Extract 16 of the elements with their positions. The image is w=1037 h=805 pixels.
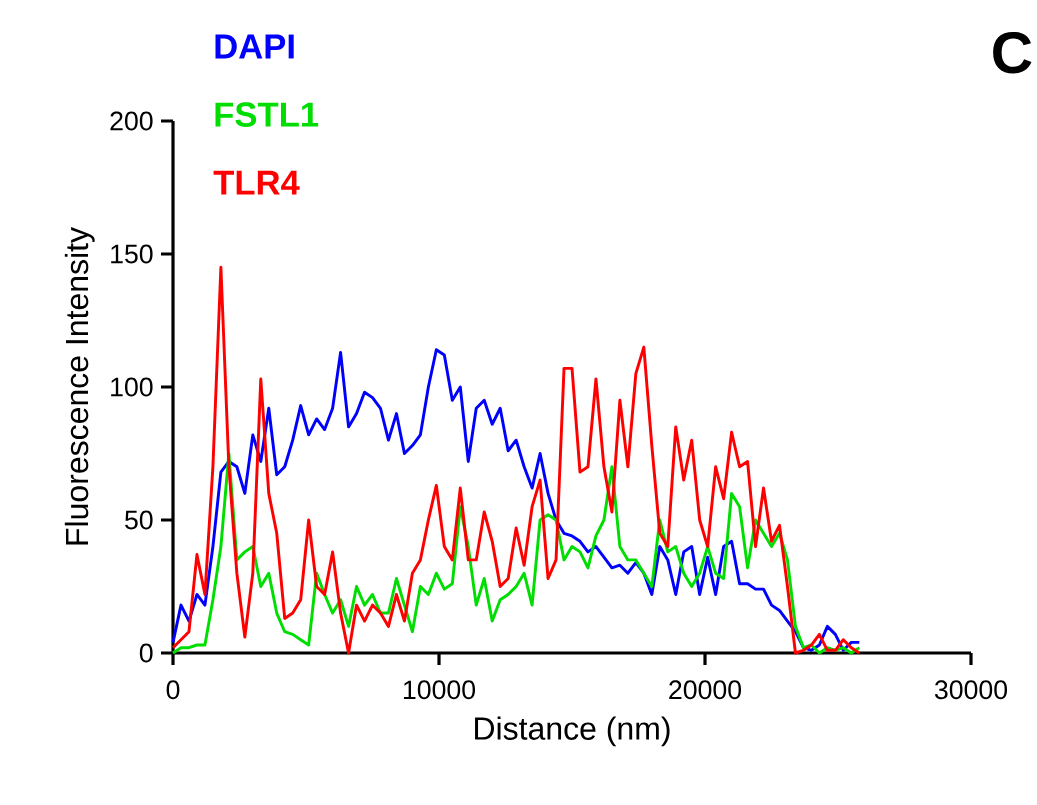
y-tick-label: 50 [125,510,153,530]
x-tick-label: 30000 [934,680,1008,700]
y-axis-title: Fluorescence Intensity [64,227,95,545]
text: FSTL1 [215,102,319,127]
y-tick-label: 0 [139,643,153,663]
line-series [171,348,861,652]
x-tick-label: 0 [166,680,180,700]
y-tick-label: 200 [110,111,153,131]
text: C [993,31,1032,74]
text: TLR4 [213,170,300,195]
y-tick-label: 150 [111,244,153,264]
x-tick-label: 10000 [403,680,476,700]
x-axis-title: Distance (nm) [475,716,670,747]
y-tick-label: 100 [111,377,153,397]
text: DAPI [215,34,294,59]
x-tick-label: 20000 [669,680,742,700]
